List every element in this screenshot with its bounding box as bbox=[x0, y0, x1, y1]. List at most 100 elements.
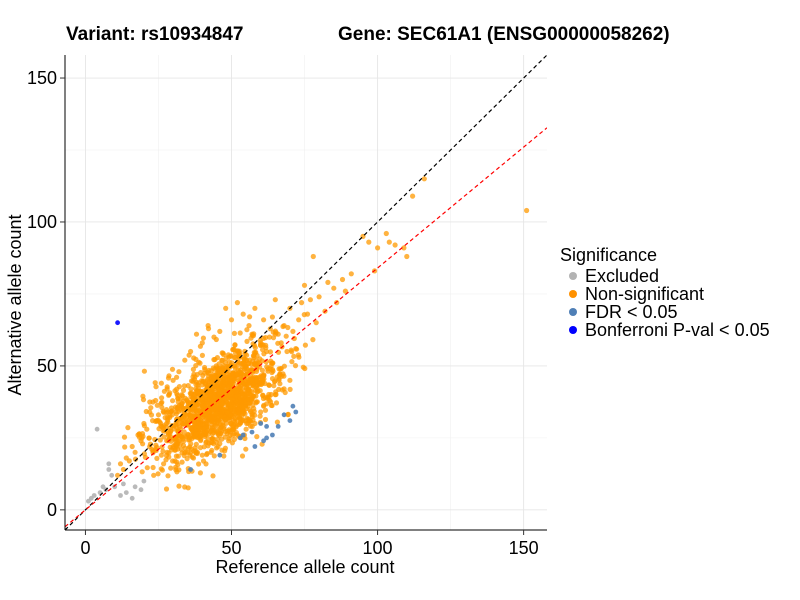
point-non-significant bbox=[155, 412, 162, 418]
legend-item-label: Excluded bbox=[585, 266, 660, 286]
point-non-significant bbox=[253, 357, 259, 364]
point-non-significant bbox=[190, 366, 196, 372]
point-non-significant bbox=[232, 415, 238, 421]
point-non-significant bbox=[270, 335, 277, 341]
point-non-significant bbox=[301, 282, 308, 288]
point-non-significant bbox=[148, 405, 154, 411]
point-non-significant bbox=[174, 441, 180, 447]
point-non-significant bbox=[219, 366, 225, 372]
point-non-significant bbox=[212, 366, 218, 372]
point-non-significant bbox=[140, 433, 146, 439]
point-non-significant bbox=[241, 384, 248, 390]
point-non-significant bbox=[226, 410, 232, 416]
point-non-significant bbox=[207, 388, 213, 395]
point-non-significant bbox=[331, 285, 337, 291]
point-non-significant bbox=[307, 297, 313, 303]
point-non-significant bbox=[193, 408, 199, 414]
point-non-significant bbox=[215, 444, 221, 450]
point-non-significant bbox=[404, 253, 410, 260]
point-non-significant bbox=[191, 371, 197, 377]
point-non-significant bbox=[421, 176, 427, 182]
point-non-significant bbox=[316, 294, 322, 300]
point-non-significant bbox=[158, 380, 164, 386]
point-non-significant bbox=[223, 428, 229, 435]
point-non-significant bbox=[176, 369, 182, 375]
point-non-significant bbox=[196, 461, 202, 467]
point-excluded bbox=[109, 472, 115, 478]
point-non-significant bbox=[154, 455, 160, 461]
point-non-significant bbox=[197, 421, 203, 427]
point-non-significant bbox=[235, 348, 241, 354]
point-non-significant bbox=[247, 407, 253, 413]
point-non-significant bbox=[220, 380, 226, 386]
point-non-significant bbox=[182, 357, 188, 363]
point-non-significant bbox=[208, 429, 214, 435]
point-non-significant bbox=[280, 323, 286, 330]
point-non-significant bbox=[154, 402, 160, 408]
point-non-significant bbox=[252, 350, 258, 356]
point-fdr-0-05 bbox=[264, 424, 269, 429]
point-non-significant bbox=[339, 276, 346, 283]
point-non-significant bbox=[170, 398, 176, 404]
point-non-significant bbox=[197, 470, 203, 476]
point-non-significant bbox=[211, 399, 217, 405]
point-non-significant bbox=[206, 378, 213, 385]
point-non-significant bbox=[199, 382, 205, 388]
point-non-significant bbox=[249, 410, 255, 417]
point-non-significant bbox=[211, 453, 217, 459]
point-non-significant bbox=[243, 446, 249, 452]
point-excluded bbox=[121, 481, 126, 487]
point-non-significant bbox=[228, 405, 234, 412]
point-fdr-0-05 bbox=[287, 418, 293, 423]
point-non-significant bbox=[161, 409, 167, 415]
point-non-significant bbox=[186, 445, 192, 451]
point-non-significant bbox=[188, 441, 194, 447]
point-non-significant bbox=[285, 411, 291, 417]
point-non-significant bbox=[284, 348, 290, 355]
point-non-significant bbox=[175, 404, 181, 410]
point-non-significant bbox=[158, 400, 164, 406]
point-non-significant bbox=[215, 386, 221, 392]
point-non-significant bbox=[221, 453, 227, 459]
point-non-significant bbox=[230, 426, 236, 432]
point-non-significant bbox=[197, 343, 203, 349]
point-non-significant bbox=[282, 389, 288, 396]
point-non-significant bbox=[173, 453, 179, 459]
point-non-significant bbox=[251, 342, 257, 348]
point-non-significant bbox=[266, 334, 273, 340]
reference-line-fitted bbox=[65, 127, 547, 528]
point-non-significant bbox=[226, 354, 232, 360]
point-non-significant bbox=[272, 328, 278, 334]
point-non-significant bbox=[231, 355, 237, 361]
point-non-significant bbox=[220, 420, 226, 426]
point-non-significant bbox=[281, 363, 287, 369]
point-non-significant bbox=[302, 342, 308, 348]
point-non-significant bbox=[310, 253, 316, 260]
point-non-significant bbox=[193, 331, 200, 337]
legend-dot-icon bbox=[569, 272, 577, 280]
point-non-significant bbox=[192, 426, 198, 432]
point-non-significant bbox=[176, 416, 182, 422]
point-non-significant bbox=[248, 335, 254, 341]
point-non-significant bbox=[122, 444, 128, 450]
y-tick-label: 100 bbox=[27, 212, 57, 232]
point-non-significant bbox=[193, 356, 199, 362]
point-non-significant bbox=[248, 418, 254, 424]
point-non-significant bbox=[288, 347, 294, 353]
point-fdr-0-05 bbox=[281, 412, 287, 418]
point-non-significant bbox=[201, 425, 207, 431]
point-non-significant bbox=[257, 342, 264, 348]
point-non-significant bbox=[257, 413, 263, 419]
point-non-significant bbox=[205, 385, 211, 391]
legend-item: Excluded bbox=[560, 267, 770, 285]
point-excluded bbox=[118, 493, 123, 498]
legend-dot-icon bbox=[569, 308, 577, 316]
point-non-significant bbox=[258, 409, 264, 415]
point-non-significant bbox=[185, 399, 191, 406]
point-non-significant bbox=[188, 411, 194, 417]
point-non-significant bbox=[205, 436, 211, 442]
point-non-significant bbox=[153, 418, 159, 424]
point-non-significant bbox=[205, 326, 212, 332]
point-non-significant bbox=[281, 373, 287, 379]
